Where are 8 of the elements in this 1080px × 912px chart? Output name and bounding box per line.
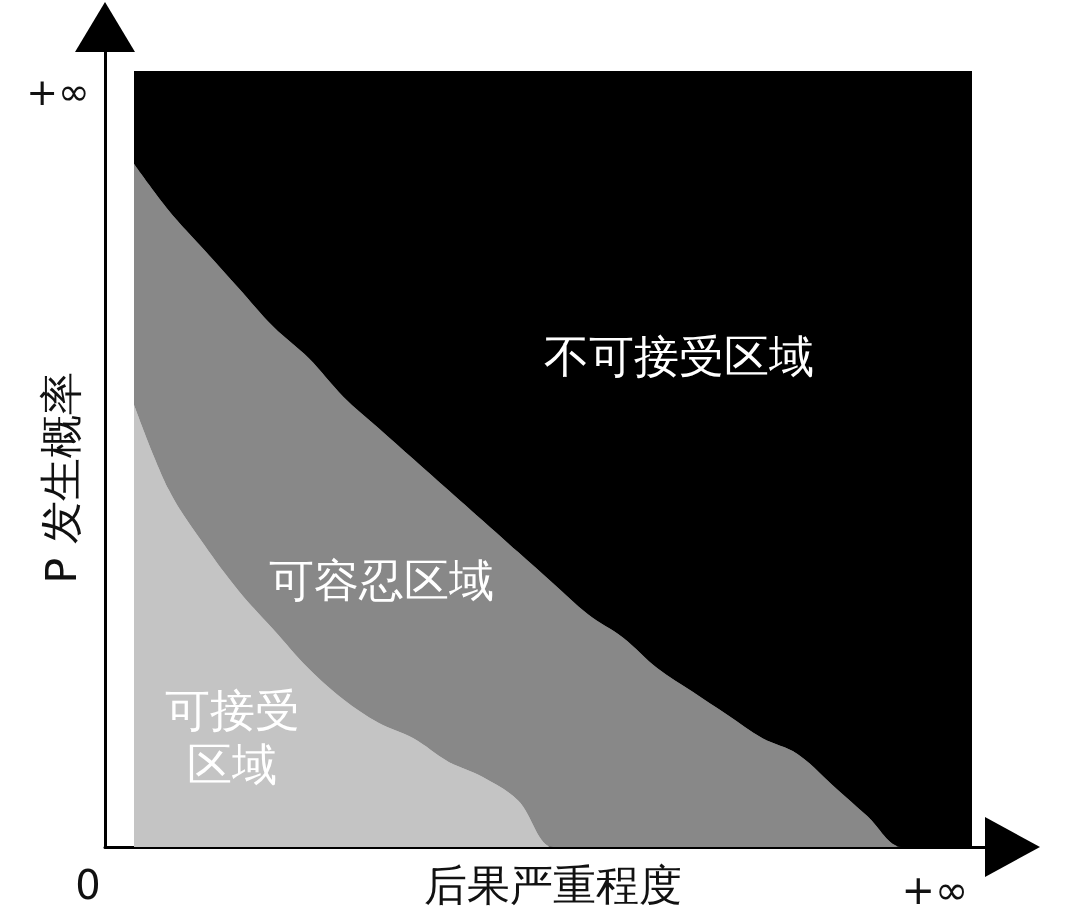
- series-label: 不可接受区域: [544, 329, 814, 383]
- y-axis-title: P 发生概率: [36, 372, 86, 584]
- series-label: 可容忍区域: [268, 553, 494, 607]
- text: +∞: [901, 867, 969, 912]
- series-label: 可接受区域: [164, 683, 300, 791]
- x-axis-title: 后果严重程度: [424, 859, 682, 910]
- text: 0: [75, 862, 101, 908]
- text: +∞: [26, 70, 90, 114]
